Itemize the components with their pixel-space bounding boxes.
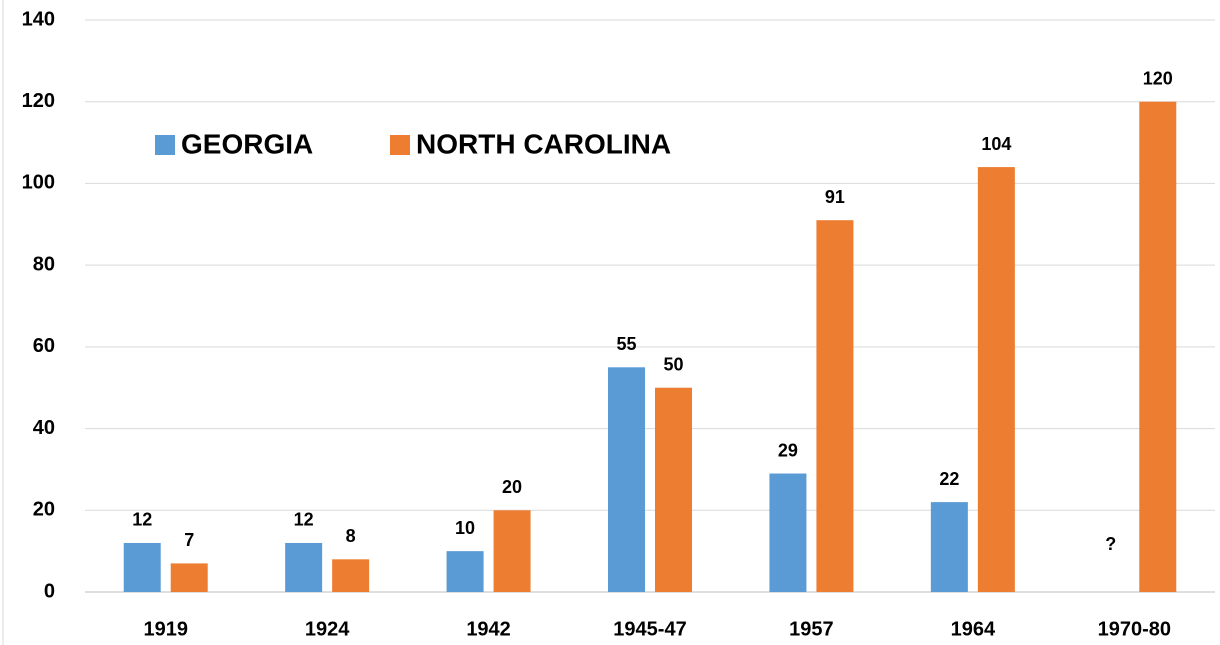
data-label: 20 <box>502 477 522 497</box>
y-tick-label: 0 <box>44 580 55 602</box>
legend-swatch <box>155 135 175 155</box>
x-tick-label: 1945-47 <box>613 618 686 640</box>
y-tick-label: 40 <box>33 417 55 439</box>
y-tick-label: 140 <box>22 8 55 30</box>
data-label: ? <box>1105 534 1116 554</box>
bar <box>493 510 531 592</box>
y-tick-label: 100 <box>22 172 55 194</box>
data-label: 12 <box>132 510 152 530</box>
y-tick-label: 20 <box>33 499 55 521</box>
data-label: 29 <box>778 440 798 460</box>
data-label: 10 <box>455 518 475 538</box>
bar <box>816 220 854 592</box>
data-label: 7 <box>184 530 194 550</box>
x-tick-label: 1942 <box>466 618 511 640</box>
data-label: 12 <box>294 510 314 530</box>
y-tick-label: 120 <box>22 90 55 112</box>
bar <box>446 551 484 592</box>
bar <box>977 167 1015 593</box>
data-label: 50 <box>663 354 683 374</box>
y-tick-label: 60 <box>33 335 55 357</box>
data-label: 120 <box>1143 68 1173 88</box>
data-label: 91 <box>825 187 845 207</box>
bar <box>123 542 161 592</box>
bar <box>332 559 370 592</box>
legend-label: NORTH CAROLINA <box>416 128 671 159</box>
y-tick-label: 80 <box>33 253 55 275</box>
data-label: 8 <box>346 526 356 546</box>
bar <box>655 387 692 592</box>
data-label: 22 <box>939 469 959 489</box>
x-tick-label: 1970-80 <box>1098 618 1171 640</box>
x-tick-label: 1957 <box>789 618 834 640</box>
legend-label: GEORGIA <box>181 128 313 159</box>
bar <box>769 473 807 592</box>
bar <box>1139 101 1177 592</box>
x-tick-label: 1924 <box>305 618 350 640</box>
bar <box>608 367 645 592</box>
bar <box>170 563 208 592</box>
legend-swatch <box>390 135 410 155</box>
bar <box>930 502 968 592</box>
data-label: 55 <box>616 334 636 354</box>
data-label: 104 <box>981 134 1011 154</box>
x-tick-label: 1919 <box>143 618 188 640</box>
bar <box>285 542 323 592</box>
x-tick-label: 1964 <box>951 618 996 640</box>
